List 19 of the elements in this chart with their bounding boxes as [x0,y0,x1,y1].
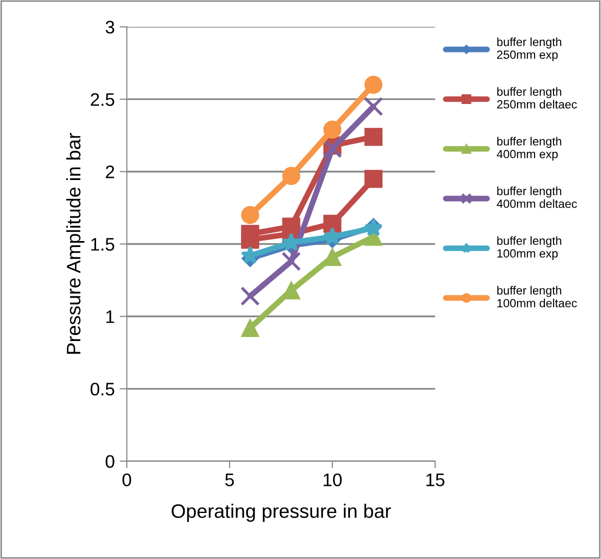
x-tick-label: 0 [122,473,132,486]
x-tick-label: 15 [426,474,444,486]
legend-label: buffer length 250mm deltaec [497,87,577,109]
legend-label: buffer length 100mm exp [497,236,562,260]
y-tick-label: 0 [106,455,114,468]
legend-label: buffer length 250mm exp [497,37,562,62]
y-tick-label: 0.5 [90,382,114,396]
legend-label: buffer length 100mm deltaec [497,286,577,308]
legend-label: buffer length 400mm exp [496,136,562,161]
y-tick-label: 2.5 [90,93,114,106]
x-tick-label: 5 [225,474,234,486]
x-axis-title: Operating pressure in bar [172,504,391,522]
y-axis-title: Pressure Amplitude in bar [66,132,84,354]
legend-label: buffer length 400mm deltaec [496,186,577,208]
y-tick-label: 1 [106,310,114,323]
y-tick-label: 2 [106,166,114,178]
x-tick-label: 10 [324,473,342,486]
y-tick-label: 3 [106,20,114,34]
y-tick-label: 1.5 [91,238,114,251]
